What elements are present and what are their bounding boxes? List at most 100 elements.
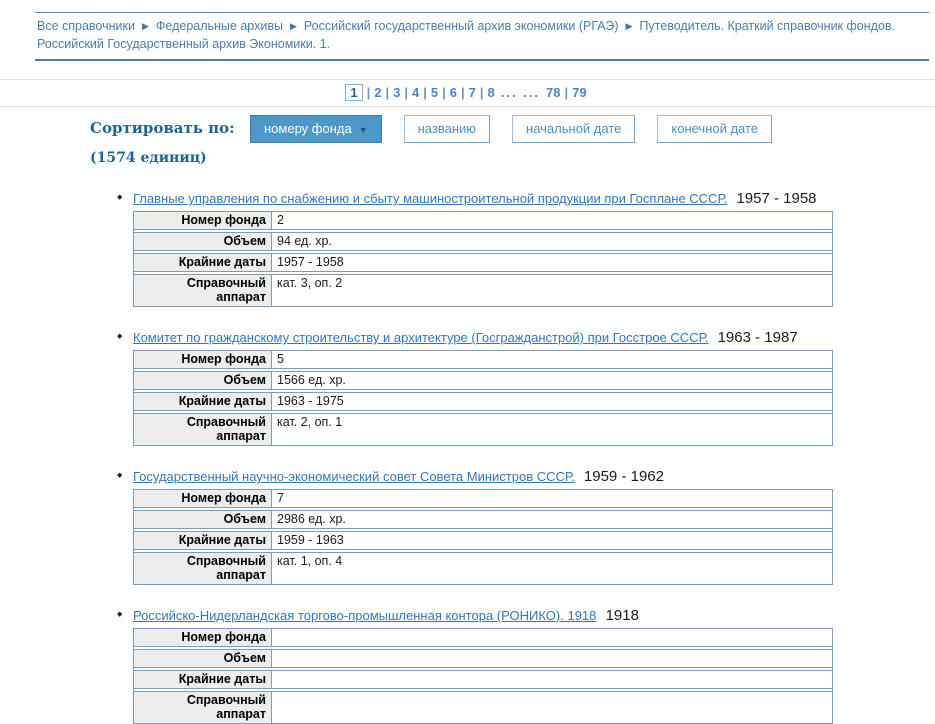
fond-field-value bbox=[272, 629, 832, 646]
fond-title: Главные управления по снабжению и сбыту … bbox=[133, 190, 935, 208]
fond-field-value: 2986 ед. хр. bbox=[277, 512, 346, 526]
fond-table-row: Крайние даты 1959 - 1963 bbox=[134, 531, 832, 550]
pagination-page-link[interactable]: 6 bbox=[449, 85, 457, 100]
fond-table: Номер фонда 5 Объем 1566 ед. хр. Крайние дат… bbox=[133, 350, 833, 446]
breadcrumb-arrow-icon: ▶ bbox=[289, 21, 297, 31]
pagination-separator: | bbox=[442, 85, 446, 100]
breadcrumb-arrow-icon: ▶ bbox=[141, 21, 149, 31]
fond-field-value: 7 bbox=[277, 491, 284, 505]
sort-button-active[interactable]: номеру фонда ▼ bbox=[250, 115, 382, 143]
fond-table-row: Номер фонда 5 bbox=[134, 350, 832, 369]
fond-field-value: кат. 2, оп. 1 bbox=[277, 415, 343, 429]
fond-title-link[interactable]: Комитет по гражданскому строительству и … bbox=[133, 330, 709, 345]
fond-date-range: 1957 - 1958 bbox=[732, 190, 817, 207]
fond-table-row: Крайние даты 1963 - 1975 bbox=[134, 392, 832, 411]
fond-list-item: ◆ Главные управления по снабжению и сбыт… bbox=[117, 190, 935, 307]
breadcrumb-link[interactable]: Российский государственный архив экономи… bbox=[303, 19, 619, 33]
fond-list: ◆ Главные управления по снабжению и сбыт… bbox=[117, 190, 935, 724]
dropdown-arrow-icon: ▼ bbox=[358, 125, 368, 135]
fond-field-label: Объем bbox=[134, 650, 272, 667]
sort-controls: Сортировать по: номеру фонда ▼ названию нач… bbox=[90, 115, 935, 143]
pagination-page-link[interactable]: 2 bbox=[374, 85, 382, 100]
fond-field-label: Справочный аппарат bbox=[134, 692, 272, 723]
pagination-current-page: 1 bbox=[345, 84, 363, 101]
breadcrumb-link[interactable]: Путеводитель. Краткий справочник фондов.… bbox=[37, 19, 896, 51]
fond-title-link[interactable]: Государственный научно-экономический сов… bbox=[133, 469, 575, 484]
fond-date-range: 1959 - 1962 bbox=[579, 468, 664, 485]
fond-date-range: 1918 bbox=[601, 607, 639, 624]
fond-table-row: Справочный аппарат кат. 2, оп. 1 bbox=[134, 413, 832, 446]
fond-table-row: Объем bbox=[134, 649, 832, 668]
breadcrumb: Все справочники ▶ Федеральные архивы ▶ Росси… bbox=[35, 12, 929, 61]
fond-field-value: 2 bbox=[277, 213, 284, 227]
fond-field-value bbox=[272, 650, 832, 667]
fond-field-value: кат. 3, оп. 2 bbox=[277, 276, 343, 290]
fond-list-item: ◆ Российско-Нидерландская торгово-промыш… bbox=[117, 607, 935, 724]
sort-button-inactive[interactable]: конечной дате bbox=[657, 115, 773, 143]
fond-table-row: Справочный аппарат bbox=[134, 691, 832, 724]
fond-list-item: ◆ Государственный научно-экономический с… bbox=[117, 468, 935, 585]
pagination-separator: | bbox=[423, 85, 427, 100]
fond-field-label: Крайние даты bbox=[134, 393, 272, 410]
breadcrumb-link[interactable]: Федеральные архивы bbox=[155, 19, 283, 33]
fond-table-row: Объем 94 ед. хр. bbox=[134, 232, 832, 251]
fond-table: Номер фонда Объем Крайние даты Справочный а… bbox=[133, 628, 833, 724]
fond-field-label: Номер фонда bbox=[134, 490, 272, 507]
fond-table-row: Номер фонда 7 bbox=[134, 489, 832, 508]
bullet-icon: ◆ bbox=[117, 333, 123, 340]
pagination-page-link[interactable]: 7 bbox=[468, 85, 476, 100]
fond-field-value: 94 ед. хр. bbox=[277, 234, 332, 248]
sort-buttons: номеру фонда ▼ названию начальной дате конеч… bbox=[250, 115, 773, 143]
pagination-separator: | bbox=[366, 85, 371, 100]
fond-table-row: Крайние даты bbox=[134, 670, 832, 689]
fond-field-label: Номер фонда bbox=[134, 351, 272, 368]
fond-field-value: 1566 ед. хр. bbox=[277, 373, 346, 387]
breadcrumb-link[interactable]: Все справочники bbox=[37, 19, 135, 33]
fond-date-range: 1963 - 1987 bbox=[713, 329, 798, 346]
fond-table: Номер фонда 2 Объем 94 ед. хр. Крайние даты 1… bbox=[133, 211, 833, 307]
fond-field-label: Крайние даты bbox=[134, 254, 272, 271]
fond-table: Номер фонда 7 Объем 2986 ед. хр. Крайние дат… bbox=[133, 489, 833, 585]
pagination-page-link[interactable]: 5 bbox=[430, 85, 439, 100]
fond-field-label: Справочный аппарат bbox=[134, 414, 272, 445]
sort-button-inactive[interactable]: начальной дате bbox=[512, 115, 636, 143]
breadcrumb-arrow-icon: ▶ bbox=[625, 21, 633, 31]
fond-table-row: Справочный аппарат кат. 1, оп. 4 bbox=[134, 552, 832, 585]
fond-table-row: Объем 2986 ед. хр. bbox=[134, 510, 832, 529]
fond-table-row: Номер фонда bbox=[134, 628, 832, 647]
sort-button-inactive[interactable]: названию bbox=[403, 115, 491, 143]
pagination-page-link[interactable]: 3 bbox=[393, 85, 401, 100]
sort-label: Сортировать по: bbox=[90, 119, 235, 137]
fond-table-row: Справочный аппарат кат. 3, оп. 2 bbox=[134, 274, 832, 307]
fond-table-row: Номер фонда 2 bbox=[134, 211, 832, 230]
pagination-separator: | bbox=[479, 85, 484, 100]
bullet-icon: ◆ bbox=[117, 194, 123, 201]
pagination-page-link[interactable]: 4 bbox=[412, 85, 420, 100]
pagination-page-link[interactable]: 79 bbox=[572, 85, 587, 100]
fond-field-label: Справочный аппарат bbox=[134, 275, 272, 306]
fond-field-value: 1957 - 1958 bbox=[277, 255, 344, 269]
fond-field-value: 1959 - 1963 bbox=[277, 533, 344, 547]
pagination-ellipsis: ... ... bbox=[500, 85, 541, 100]
fond-title-link[interactable]: Главные управления по снабжению и сбыту … bbox=[133, 191, 728, 206]
fond-field-label: Крайние даты bbox=[134, 532, 272, 549]
fond-field-value: кат. 1, оп. 4 bbox=[277, 554, 343, 568]
fond-field-label: Объем bbox=[134, 511, 272, 528]
pagination-page-link[interactable]: 8 bbox=[487, 85, 495, 100]
fond-title-link[interactable]: Российско-Нидерландская торгово-промышле… bbox=[133, 608, 597, 623]
fond-list-item: ◆ Комитет по гражданскому строительству … bbox=[117, 329, 935, 446]
fond-field-value bbox=[272, 692, 832, 723]
pagination-separator: | bbox=[385, 85, 390, 100]
pagination: 1 | 2 | 3 | 4 | 5 | 6 | 7 | 8... ... 78 | 79 bbox=[0, 79, 935, 107]
fond-table-row: Объем 1566 ед. хр. bbox=[134, 371, 832, 390]
fond-field-label: Номер фонда bbox=[134, 629, 272, 646]
fond-table-row: Крайние даты 1957 - 1958 bbox=[134, 253, 832, 272]
fond-title: Комитет по гражданскому строительству и … bbox=[133, 329, 935, 347]
fond-field-value: 5 bbox=[277, 352, 284, 366]
pagination-page-link[interactable]: 78 bbox=[546, 85, 561, 100]
results-count: (1574 единиц) bbox=[90, 150, 207, 166]
fond-field-label: Справочный аппарат bbox=[134, 553, 272, 584]
fond-field-label: Крайние даты bbox=[134, 671, 272, 688]
pagination-separator: | bbox=[460, 85, 465, 100]
fond-title: Российско-Нидерландская торгово-промышле… bbox=[133, 607, 935, 625]
